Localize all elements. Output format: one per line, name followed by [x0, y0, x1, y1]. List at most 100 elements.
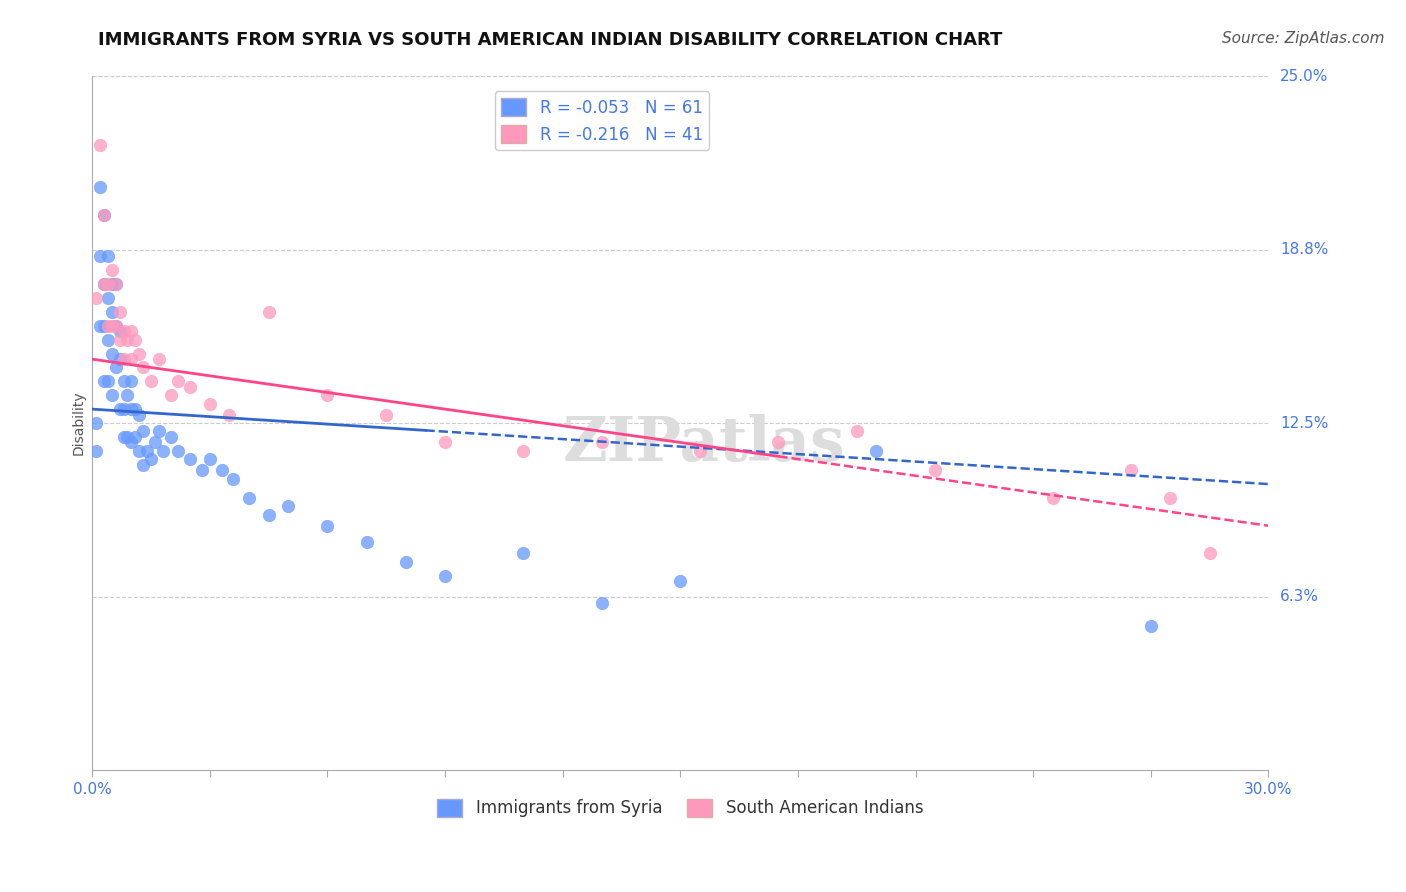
Point [108, 352, 131, 367]
Point [316, 518, 339, 533]
Point [101, 277, 124, 292]
Point [89, 250, 111, 264]
Point [1042, 491, 1064, 505]
Point [512, 546, 534, 560]
Point [211, 463, 233, 477]
Point [865, 443, 887, 458]
Point [84, 416, 107, 430]
Point [132, 360, 155, 375]
Y-axis label: Disability: Disability [72, 391, 86, 455]
Point [143, 435, 166, 450]
Point [104, 277, 127, 292]
Point [434, 435, 457, 450]
Point [97, 318, 120, 333]
Point [257, 305, 280, 319]
Text: ZIPatlas: ZIPatlas [562, 414, 845, 474]
Point [120, 375, 142, 389]
Point [117, 333, 139, 347]
Point [1140, 618, 1163, 632]
Point [108, 333, 131, 347]
Point [104, 277, 127, 292]
Text: 6.3%: 6.3% [1281, 589, 1319, 604]
Point [591, 597, 613, 611]
Point [128, 443, 150, 458]
Point [112, 325, 135, 339]
Point [924, 463, 946, 477]
Point [93, 318, 115, 333]
Point [159, 388, 181, 402]
Point [198, 396, 221, 410]
Point [104, 360, 127, 375]
Point [101, 263, 124, 277]
Point [512, 443, 534, 458]
Point [148, 352, 170, 367]
Point [84, 443, 107, 458]
Legend: Immigrants from Syria, South American Indians: Immigrants from Syria, South American In… [430, 792, 929, 824]
Point [132, 425, 155, 439]
Point [120, 325, 142, 339]
Point [97, 291, 120, 305]
Point [93, 277, 115, 292]
Point [93, 208, 115, 222]
Point [97, 250, 120, 264]
Point [1198, 546, 1220, 560]
Point [117, 388, 139, 402]
Point [89, 138, 111, 153]
Point [117, 430, 139, 444]
Point [689, 443, 711, 458]
Point [101, 318, 124, 333]
Point [434, 568, 457, 582]
Point [93, 208, 115, 222]
Point [222, 471, 245, 485]
Text: 18.8%: 18.8% [1281, 242, 1329, 257]
Point [179, 452, 201, 467]
Point [120, 352, 142, 367]
Point [139, 452, 162, 467]
Point [93, 277, 115, 292]
Point [89, 180, 111, 194]
Point [108, 325, 131, 339]
Point [167, 375, 190, 389]
Point [112, 375, 135, 389]
Point [316, 388, 339, 402]
Point [257, 508, 280, 522]
Point [124, 402, 146, 417]
Point [1159, 491, 1181, 505]
Point [128, 346, 150, 360]
Point [97, 375, 120, 389]
Point [93, 375, 115, 389]
Point [375, 408, 398, 422]
Point [356, 535, 378, 549]
Point [136, 443, 159, 458]
Point [218, 408, 240, 422]
Point [128, 408, 150, 422]
Point [108, 305, 131, 319]
Text: 12.5%: 12.5% [1281, 416, 1329, 431]
Point [179, 380, 201, 394]
Point [101, 305, 124, 319]
Point [124, 430, 146, 444]
Point [120, 435, 142, 450]
Point [112, 402, 135, 417]
Point [120, 402, 142, 417]
Point [104, 318, 127, 333]
Point [148, 425, 170, 439]
Point [669, 574, 692, 589]
Text: IMMIGRANTS FROM SYRIA VS SOUTH AMERICAN INDIAN DISABILITY CORRELATION CHART: IMMIGRANTS FROM SYRIA VS SOUTH AMERICAN … [98, 31, 1002, 49]
Point [132, 458, 155, 472]
Point [845, 425, 868, 439]
Point [139, 375, 162, 389]
Point [112, 352, 135, 367]
Point [97, 277, 120, 292]
Text: Source: ZipAtlas.com: Source: ZipAtlas.com [1222, 31, 1385, 46]
Point [104, 318, 127, 333]
Point [159, 430, 181, 444]
Point [277, 500, 299, 514]
Point [112, 430, 135, 444]
Point [124, 333, 146, 347]
Point [152, 443, 174, 458]
Point [191, 463, 214, 477]
Point [84, 291, 107, 305]
Point [89, 318, 111, 333]
Point [238, 491, 260, 505]
